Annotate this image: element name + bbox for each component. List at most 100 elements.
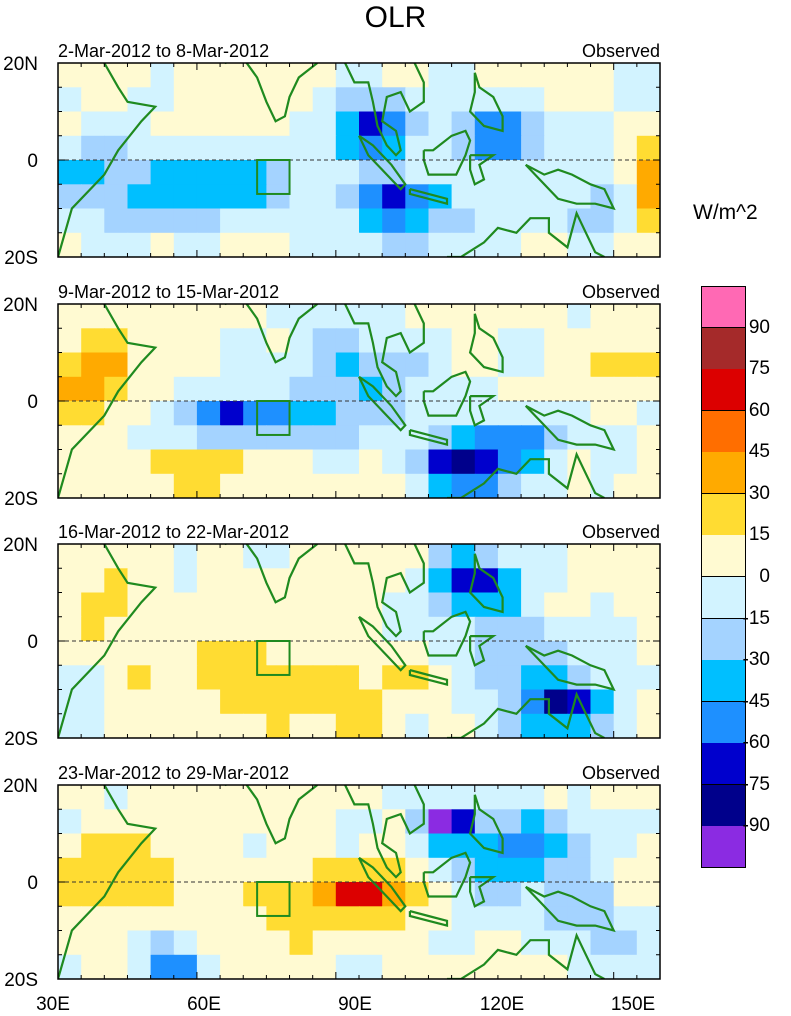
olr-cell	[196, 87, 221, 113]
olr-cell	[173, 689, 198, 715]
olr-cell	[590, 473, 615, 498]
olr-cell	[173, 135, 198, 161]
olr-cell	[127, 304, 152, 329]
olr-cell	[567, 568, 592, 594]
olr-cell	[636, 184, 660, 210]
olr-cell	[173, 376, 198, 402]
olr-cell	[58, 352, 82, 378]
olr-cell	[613, 304, 638, 329]
colorbar-swatch	[701, 577, 746, 620]
olr-cell	[544, 111, 568, 137]
olr-cell	[173, 160, 198, 185]
olr-cell	[173, 232, 198, 257]
colorbar-label: 15	[748, 524, 770, 546]
colorbar-swatch	[701, 826, 746, 869]
olr-cell	[451, 63, 476, 88]
olr-cell	[104, 713, 129, 738]
olr-cell	[335, 87, 360, 113]
colorbar	[701, 286, 791, 869]
olr-cell	[613, 833, 638, 859]
olr-cell	[266, 63, 291, 88]
olr-cell	[81, 449, 105, 475]
olr-cell	[335, 449, 360, 475]
olr-cell	[173, 954, 198, 979]
olr-cell	[544, 833, 568, 859]
olr-cell	[521, 232, 545, 257]
olr-cell	[335, 208, 360, 234]
olr-cell	[636, 87, 660, 113]
olr-cell	[58, 930, 82, 956]
olr-cell	[243, 592, 267, 618]
colorbar-swatch	[701, 410, 746, 453]
olr-cell	[382, 809, 406, 835]
olr-cell	[359, 930, 383, 956]
olr-cell	[220, 160, 244, 185]
olr-cell	[497, 111, 522, 137]
olr-cell	[544, 809, 568, 835]
olr-cell	[150, 544, 175, 569]
olr-cell	[81, 401, 105, 426]
coastline	[358, 615, 407, 672]
olr-cell	[312, 906, 337, 932]
olr-cell	[428, 328, 453, 354]
olr-cell	[312, 665, 337, 691]
olr-cell	[359, 63, 383, 88]
olr-cell	[243, 882, 267, 907]
olr-cell	[497, 401, 522, 426]
olr-cell	[497, 449, 522, 475]
panel-status-label: Observed	[581, 41, 660, 61]
olr-cell	[312, 568, 337, 594]
olr-cell	[104, 63, 129, 88]
olr-cell	[127, 906, 152, 932]
olr-cell	[58, 328, 82, 354]
olr-cell	[266, 304, 291, 329]
olr-cell	[474, 785, 499, 810]
olr-cell	[220, 401, 244, 426]
olr-cell	[590, 304, 615, 329]
olr-cell	[104, 568, 129, 594]
olr-cell	[58, 425, 82, 451]
olr-cell	[359, 954, 383, 979]
olr-cell	[521, 689, 545, 715]
olr-cell	[127, 544, 152, 569]
olr-cell	[104, 376, 129, 402]
olr-cell	[196, 689, 221, 715]
olr-cell	[428, 449, 453, 475]
olr-cell	[335, 930, 360, 956]
olr-cell	[497, 352, 522, 378]
olr-cell	[104, 906, 129, 932]
olr-cell	[636, 809, 660, 835]
olr-cell	[613, 906, 638, 932]
olr-cell	[81, 425, 105, 451]
olr-cell	[150, 208, 175, 234]
olr-cell	[359, 232, 383, 257]
olr-cell	[567, 641, 592, 666]
coastline	[358, 856, 407, 913]
olr-cell	[636, 328, 660, 354]
olr-cell	[173, 665, 198, 691]
olr-cell	[289, 328, 314, 354]
olr-cell	[544, 135, 568, 161]
olr-cell	[335, 882, 360, 907]
olr-cell	[497, 568, 522, 594]
olr-cell	[382, 592, 406, 618]
olr-cell	[567, 63, 592, 88]
olr-cell	[312, 352, 337, 378]
olr-cell	[613, 401, 638, 426]
olr-cell	[590, 833, 615, 859]
olr-cell	[243, 232, 267, 257]
coastline	[58, 544, 158, 738]
olr-cell	[173, 352, 198, 378]
olr-cell	[428, 160, 453, 185]
olr-cell	[497, 592, 522, 618]
olr-cell	[196, 641, 221, 666]
olr-cell	[405, 232, 430, 257]
olr-cell	[312, 111, 337, 137]
olr-cell	[451, 208, 476, 234]
y-tick-label: 0	[27, 873, 38, 894]
olr-cell	[544, 954, 568, 979]
olr-cell	[127, 184, 152, 210]
coastline	[344, 304, 425, 398]
olr-cell	[474, 184, 499, 210]
olr-cell	[405, 616, 430, 642]
